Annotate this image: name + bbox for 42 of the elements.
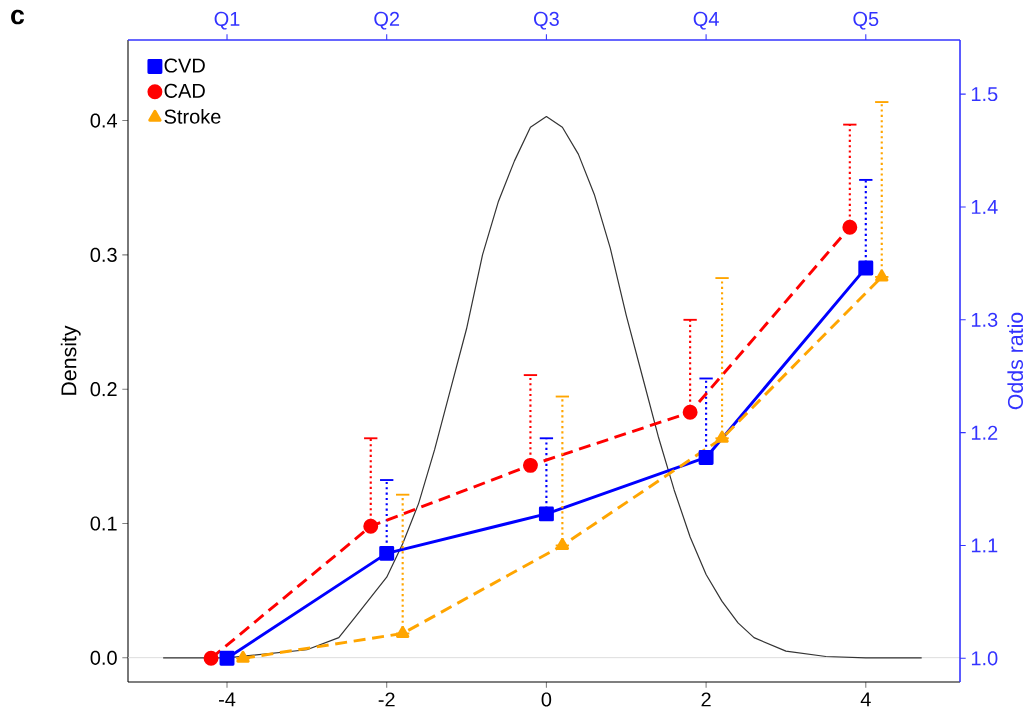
y2-tick-label: 1.0 — [971, 651, 998, 666]
text: c — [11, 9, 25, 25]
legend-label: CVD — [164, 58, 205, 73]
point — [236, 650, 250, 663]
y-tick-label: 0.3 — [90, 247, 117, 262]
point — [875, 269, 889, 282]
legend-label: CAD — [164, 83, 205, 98]
y2-tick-label: 1.3 — [971, 312, 998, 327]
annotation: Q2 — [374, 11, 400, 30]
y2-tick-label: 1.5 — [971, 87, 998, 102]
point — [858, 260, 874, 276]
y2-tick-label: 1.4 — [971, 200, 998, 214]
annotation: Q5 — [853, 11, 879, 30]
y2-tick-label: 1.1 — [971, 538, 998, 553]
point — [842, 219, 858, 235]
legend-label: Stroke — [164, 109, 221, 124]
annotation: Q3 — [534, 11, 559, 30]
y-tick-label: 0.2 — [90, 382, 117, 397]
point — [682, 404, 698, 420]
point — [538, 506, 554, 522]
point — [715, 430, 729, 443]
y-tick-label: 0.0 — [90, 650, 117, 665]
x-tick-label: -2 — [378, 692, 395, 707]
point — [698, 450, 714, 465]
point — [379, 545, 395, 561]
annotation: Q4 — [693, 11, 719, 30]
point — [203, 650, 219, 666]
x-tick-label: 0 — [541, 692, 552, 707]
point — [522, 457, 538, 473]
y2-tick-label: 1.2 — [971, 425, 998, 440]
point — [363, 518, 379, 534]
y-axis-title: Density — [60, 325, 81, 395]
point — [219, 650, 235, 666]
x-tick-label: 4 — [860, 692, 871, 707]
annotation: Q1 — [214, 11, 240, 30]
point — [396, 626, 410, 638]
point — [555, 538, 570, 550]
y-tick-label: 0.4 — [90, 113, 118, 128]
y2-axis-title: Odds ratio — [1007, 312, 1024, 410]
y-tick-label: 0.1 — [90, 516, 117, 531]
x-tick-label: -4 — [219, 692, 236, 707]
x-tick-label: 2 — [701, 692, 711, 707]
